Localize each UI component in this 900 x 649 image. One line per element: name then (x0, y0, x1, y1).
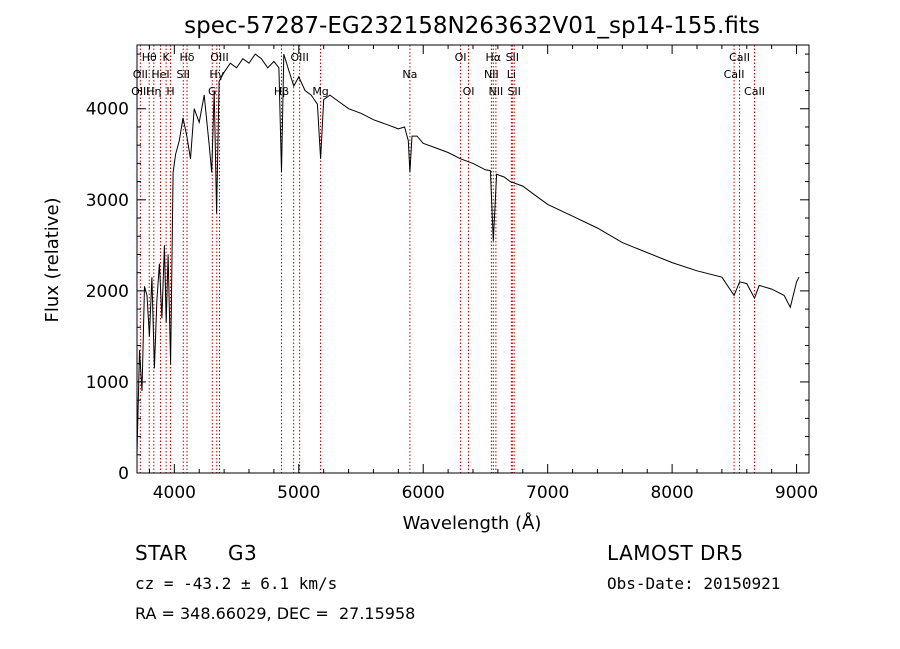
redshift-readout: cz = -43.2 ± 6.1 km/s (135, 574, 338, 593)
spectral-line-label: Hβ (274, 85, 289, 98)
x-tick-label: 7000 (526, 483, 569, 503)
spectral-line-label: HeI (151, 68, 169, 81)
x-tick-label: 6000 (402, 483, 445, 503)
object-subclass: G3 (228, 541, 258, 565)
spectral-line-label: K (163, 51, 171, 64)
spectral-line-label: H (166, 85, 174, 98)
x-tick-label: 8000 (650, 483, 693, 503)
spectral-line-label: OI (455, 51, 467, 64)
x-axis-label: Wavelength (Å) (403, 512, 542, 534)
spectral-line-label: OIII (210, 51, 228, 64)
spectral-line-label: CaII (729, 51, 750, 64)
x-tick-label: 9000 (775, 483, 818, 503)
plot-frame (136, 44, 810, 474)
spectral-line-label: Hθ (142, 51, 157, 64)
spectral-line-label: NII (484, 68, 499, 81)
spectral-line-label: SII (507, 85, 520, 98)
spectral-line-label: G (208, 85, 217, 98)
observation-date: Obs-Date: 20150921 (607, 574, 781, 593)
y-tick-label: 3000 (86, 191, 129, 211)
spectral-line-label: NII (489, 85, 504, 98)
spectral-line-label: Li (507, 68, 516, 81)
spectral-line-label: SII (506, 51, 519, 64)
chart-title: spec-57287-EG232158N263632V01_sp14-155.f… (184, 13, 760, 39)
spectral-line-label: Mg (312, 85, 328, 98)
y-axis: 0 1000 2000 3000 4000 (86, 53, 809, 484)
line-markers (139, 45, 755, 473)
spectral-line-label: Na (402, 68, 417, 81)
survey-name: LAMOST DR5 (607, 541, 744, 565)
y-tick-label: 4000 (86, 100, 129, 120)
spectrum-series-line (136, 53, 800, 455)
x-axis: 4000 5000 6000 7000 8000 9000 (148, 45, 818, 503)
spectral-line-label: OI (463, 85, 475, 98)
spectral-line-label: OII (133, 68, 148, 81)
spectral-line-label: SII (177, 68, 190, 81)
coordinates: RA = 348.66029, DEC = 27.15958 (135, 604, 416, 623)
x-tick-label: 5000 (277, 483, 320, 503)
spectral-line-label: OIII (290, 51, 308, 64)
spectral-line-label: CaII (724, 68, 745, 81)
spectral-line-label: CaII (744, 85, 765, 98)
spectral-line-label: Hδ (180, 51, 195, 64)
y-axis-label: Flux (relative) (42, 197, 63, 322)
spectral-line-label: OIII (131, 85, 149, 98)
y-tick-label: 0 (118, 464, 129, 484)
spectral-line-label: Hη (146, 85, 161, 98)
spectral-line-label: Hα (486, 51, 502, 64)
y-tick-label: 1000 (86, 373, 129, 393)
x-tick-label: 4000 (153, 483, 196, 503)
y-tick-label: 2000 (86, 282, 129, 302)
object-class: STAR (135, 541, 188, 565)
